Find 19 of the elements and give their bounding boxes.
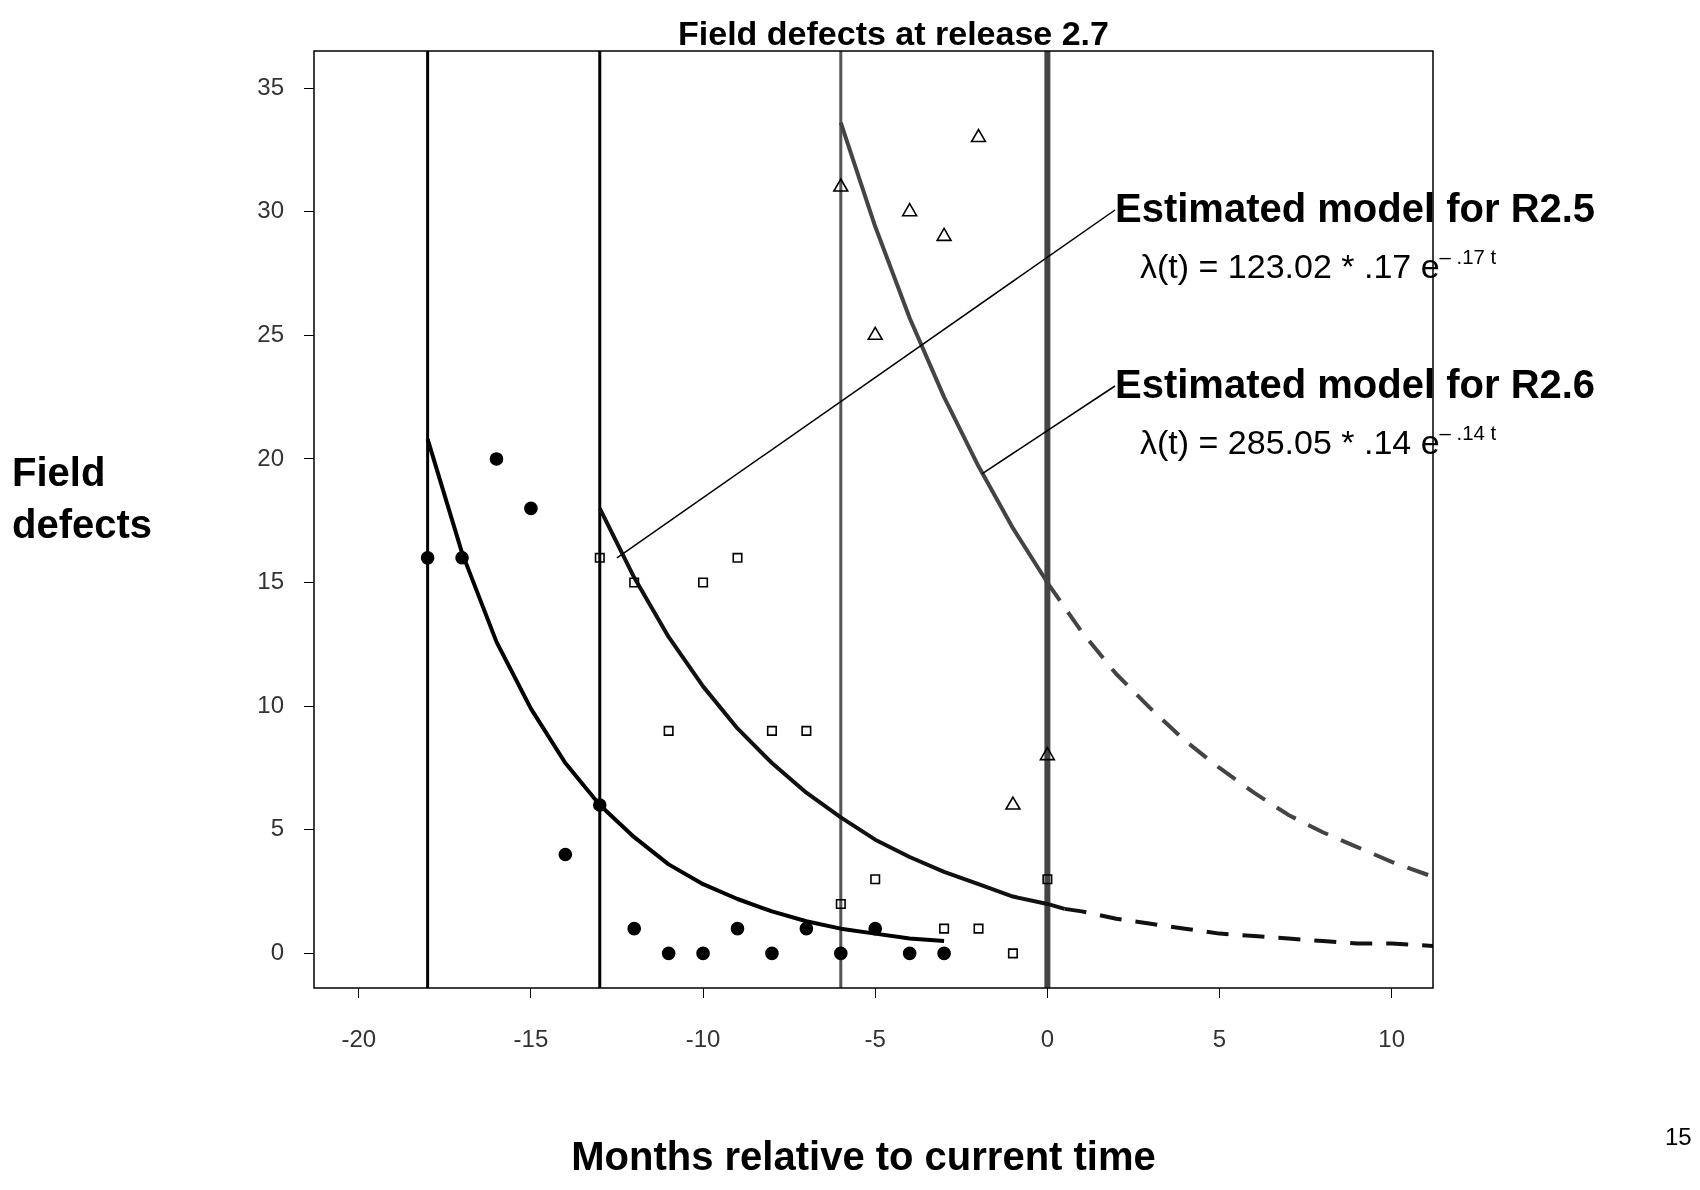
- y-tick-label: 35: [257, 72, 284, 100]
- y-tick-label: 5: [270, 814, 284, 842]
- y-axis-title: Field defects: [12, 450, 153, 546]
- x-tick-label: 10: [1378, 1025, 1406, 1053]
- y-tick-label: 30: [257, 196, 284, 224]
- x-tick-label: -10: [685, 1025, 721, 1053]
- y-tick-label: 15: [257, 567, 284, 595]
- x-tick-label: 0: [1040, 1025, 1055, 1053]
- y-tick-label: 20: [257, 443, 284, 471]
- chart-title: Field defects at release 2.7: [678, 14, 1109, 52]
- x-tick-label: -20: [341, 1025, 377, 1053]
- y-tick-label: 10: [257, 690, 284, 718]
- x-tick-label: -5: [864, 1025, 886, 1053]
- x-tick-label: 5: [1212, 1025, 1227, 1053]
- x-tick-label: -15: [513, 1025, 549, 1053]
- text: 15: [1665, 1123, 1692, 1150]
- x-axis-title: Months relative to current time: [571, 1134, 1156, 1178]
- y-tick-label: 25: [257, 319, 284, 347]
- y-tick-label: 0: [270, 938, 284, 966]
